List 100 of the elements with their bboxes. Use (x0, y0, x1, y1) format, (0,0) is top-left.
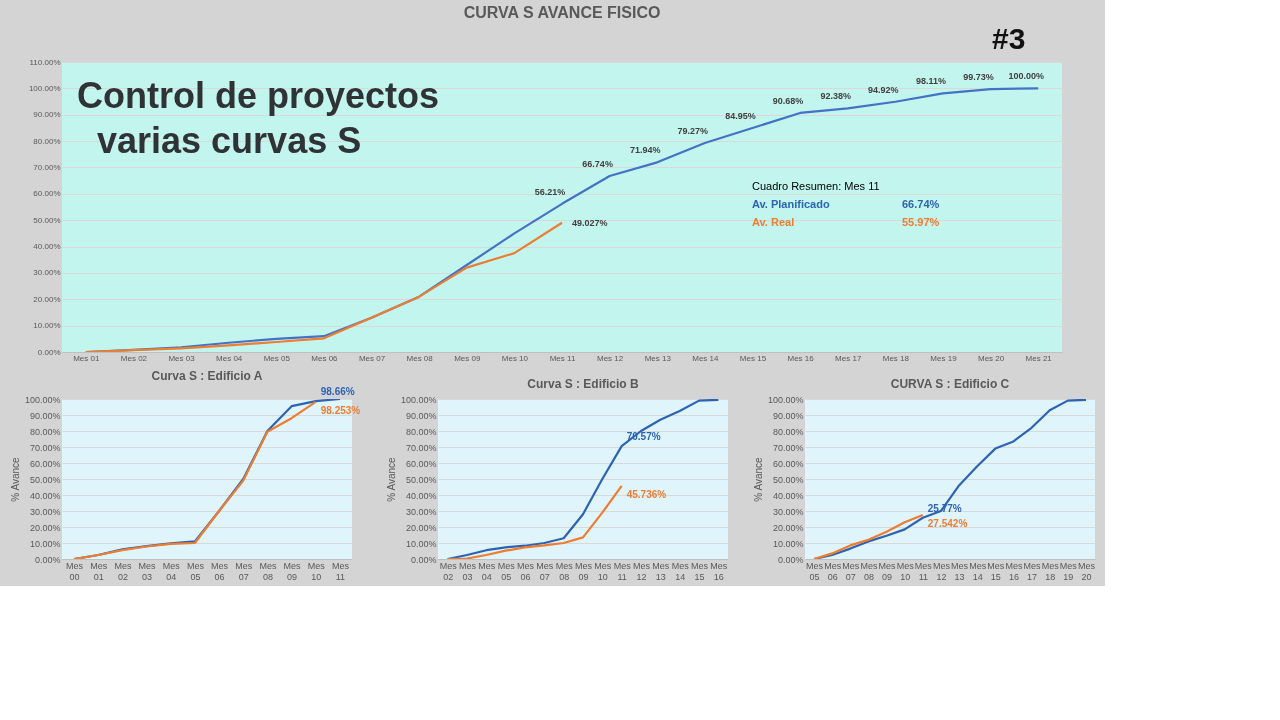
y-tick-label: 60.00% (772, 458, 804, 469)
y-tick-label: 30.00% (405, 506, 437, 517)
y-tick-label: 90.00% (405, 410, 437, 421)
y-tick-label: 60.00% (405, 458, 437, 469)
x-tick-label: Mes 13 (951, 560, 969, 582)
x-tick-label: Mes 14 (692, 353, 720, 363)
y-tick-label: 70.00% (772, 442, 804, 453)
data-label: 92.38% (820, 91, 851, 102)
x-tick-label: Mes 08 (406, 353, 434, 363)
x-tick-label: Mes 08 (555, 560, 574, 582)
x-tick-label: Mes 07 (536, 560, 554, 582)
x-tick-label: Mes 06 (311, 353, 339, 363)
x-tick-label: Mes 09 (878, 560, 897, 582)
x-tick-label: Mes 14 (969, 560, 987, 582)
data-label: 90.68% (772, 95, 804, 106)
data-label: 45.736% (626, 488, 667, 500)
y-tick-label: 10.00% (772, 538, 804, 549)
x-tick-label: Mes 02 (120, 353, 148, 363)
x-tick-label: Mes 18 (882, 353, 910, 363)
line-series (446, 399, 720, 559)
x-tick-label: Mes 04 (216, 353, 243, 363)
x-tick-label: Mes 05 (263, 353, 291, 363)
x-tick-label: Mes 04 (162, 560, 181, 582)
x-tick-label: Mes 17 (1023, 560, 1042, 582)
x-tick-label: Mes 09 (454, 353, 481, 363)
x-tick-label: Mes 06 (824, 560, 842, 582)
data-label: 49.027% (572, 217, 608, 228)
x-tick-label: Mes 16 (1005, 560, 1023, 582)
x-tick-label: Mes 08 (259, 560, 277, 582)
x-tick-label: Mes 03 (138, 560, 157, 582)
x-tick-label: Mes 10 (307, 560, 326, 582)
x-tick-label: Mes 02 (439, 560, 458, 582)
x-tick-label: Mes 17 (835, 353, 862, 363)
annotation: Av. Planificado (752, 198, 830, 210)
x-tick-label: Mes 15 (690, 560, 709, 582)
x-tick-label: Mes 15 (739, 353, 767, 363)
chart-title: Curva S : Edificio B (527, 377, 640, 391)
x-tick-label: Mes 06 (211, 560, 229, 582)
y-tick-label: 90.00% (29, 410, 61, 421)
y-tick-label: 40.00% (33, 242, 61, 252)
y-tick-label: 10.00% (33, 321, 61, 331)
y-axis-title: % Avance (9, 456, 21, 502)
x-tick-label: Mes 08 (860, 560, 878, 582)
data-label: 94.92% (868, 84, 899, 95)
x-tick-label: Mes 09 (283, 560, 302, 582)
x-tick-label: Mes 01 (90, 560, 108, 582)
chart-title: CURVA S AVANCE FISICO (463, 4, 661, 21)
y-tick-label: 30.00% (33, 268, 61, 278)
y-tick-label: 10.00% (405, 538, 437, 549)
x-tick-label: Mes 07 (358, 353, 386, 363)
x-tick-label: Mes 11 (549, 353, 576, 363)
y-tick-label: 50.00% (405, 474, 437, 485)
data-label: 98.11% (915, 76, 946, 87)
x-tick-label: Mes 18 (1041, 560, 1060, 582)
data-label: 56.21% (534, 186, 566, 197)
y-tick-label: 0.00% (410, 554, 437, 565)
x-tick-label: Mes 03 (458, 560, 477, 582)
data-label: 27.542% (927, 517, 968, 529)
x-tick-label: Mes 11 (914, 560, 933, 582)
x-tick-label: Mes 10 (896, 560, 915, 582)
y-tick-label: 30.00% (29, 506, 61, 517)
x-tick-label: Mes 20 (977, 353, 1005, 363)
data-label: 98.253% (320, 404, 361, 416)
x-tick-label: Mes 06 (516, 560, 535, 582)
y-tick-label: 60.00% (33, 189, 61, 199)
x-tick-label: Mes 16 (710, 560, 728, 582)
data-label: 100.00% (1008, 71, 1044, 82)
data-label: 66.74% (582, 159, 613, 170)
data-label: 71.94% (629, 145, 661, 156)
x-tick-label: Mes 13 (644, 353, 672, 363)
y-tick-label: 90.00% (33, 110, 61, 120)
x-tick-label: Mes 19 (930, 353, 958, 363)
y-tick-label: 10.00% (29, 538, 61, 549)
x-tick-label: Mes 14 (671, 560, 690, 582)
y-tick-label: 0.00% (34, 554, 61, 565)
y-tick-label: 20.00% (33, 294, 61, 304)
x-tick-label: Mes 05 (497, 560, 516, 582)
y-tick-label: 70.00% (29, 442, 61, 453)
data-label: 79.27% (677, 126, 709, 137)
y-tick-label: 20.00% (772, 522, 804, 533)
chart-title: Curva S : Edificio A (151, 369, 263, 384)
x-tick-label: Mes 13 (652, 560, 670, 582)
annotation: Av. Real (752, 216, 795, 228)
x-tick-label: Mes 21 (1025, 353, 1053, 363)
y-tick-label: 80.00% (772, 426, 804, 437)
x-tick-label: Mes 11 (331, 560, 350, 582)
line-series (812, 513, 924, 559)
y-tick-label: 60.00% (29, 458, 61, 469)
y-tick-label: 80.00% (29, 426, 61, 437)
annotation: Cuadro Resumen: Mes 11 (752, 180, 880, 192)
y-tick-label: 100.00% (400, 394, 437, 405)
y-tick-label: 50.00% (29, 474, 61, 485)
x-tick-label: Mes 11 (613, 560, 632, 582)
x-tick-label: Mes 19 (1059, 560, 1078, 582)
y-tick-label: 90.00% (772, 410, 804, 421)
y-tick-label: 80.00% (405, 426, 437, 437)
y-tick-label: 50.00% (33, 215, 61, 225)
y-axis-title: % Avance (752, 456, 764, 502)
x-tick-label: Mes 12 (932, 560, 951, 582)
x-tick-label: Mes 05 (186, 560, 205, 582)
